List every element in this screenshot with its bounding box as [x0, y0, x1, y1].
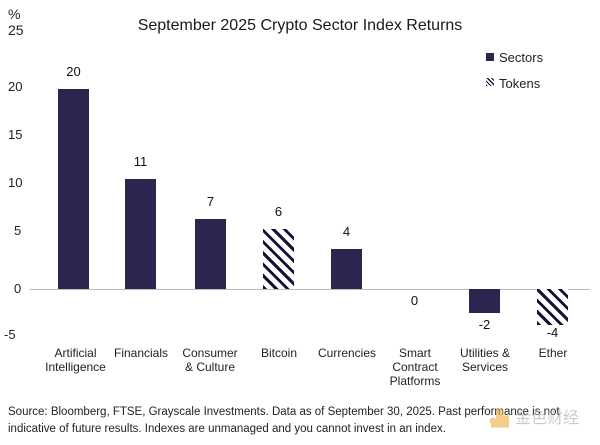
svg-text:金色财经: 金色财经 — [515, 409, 579, 427]
